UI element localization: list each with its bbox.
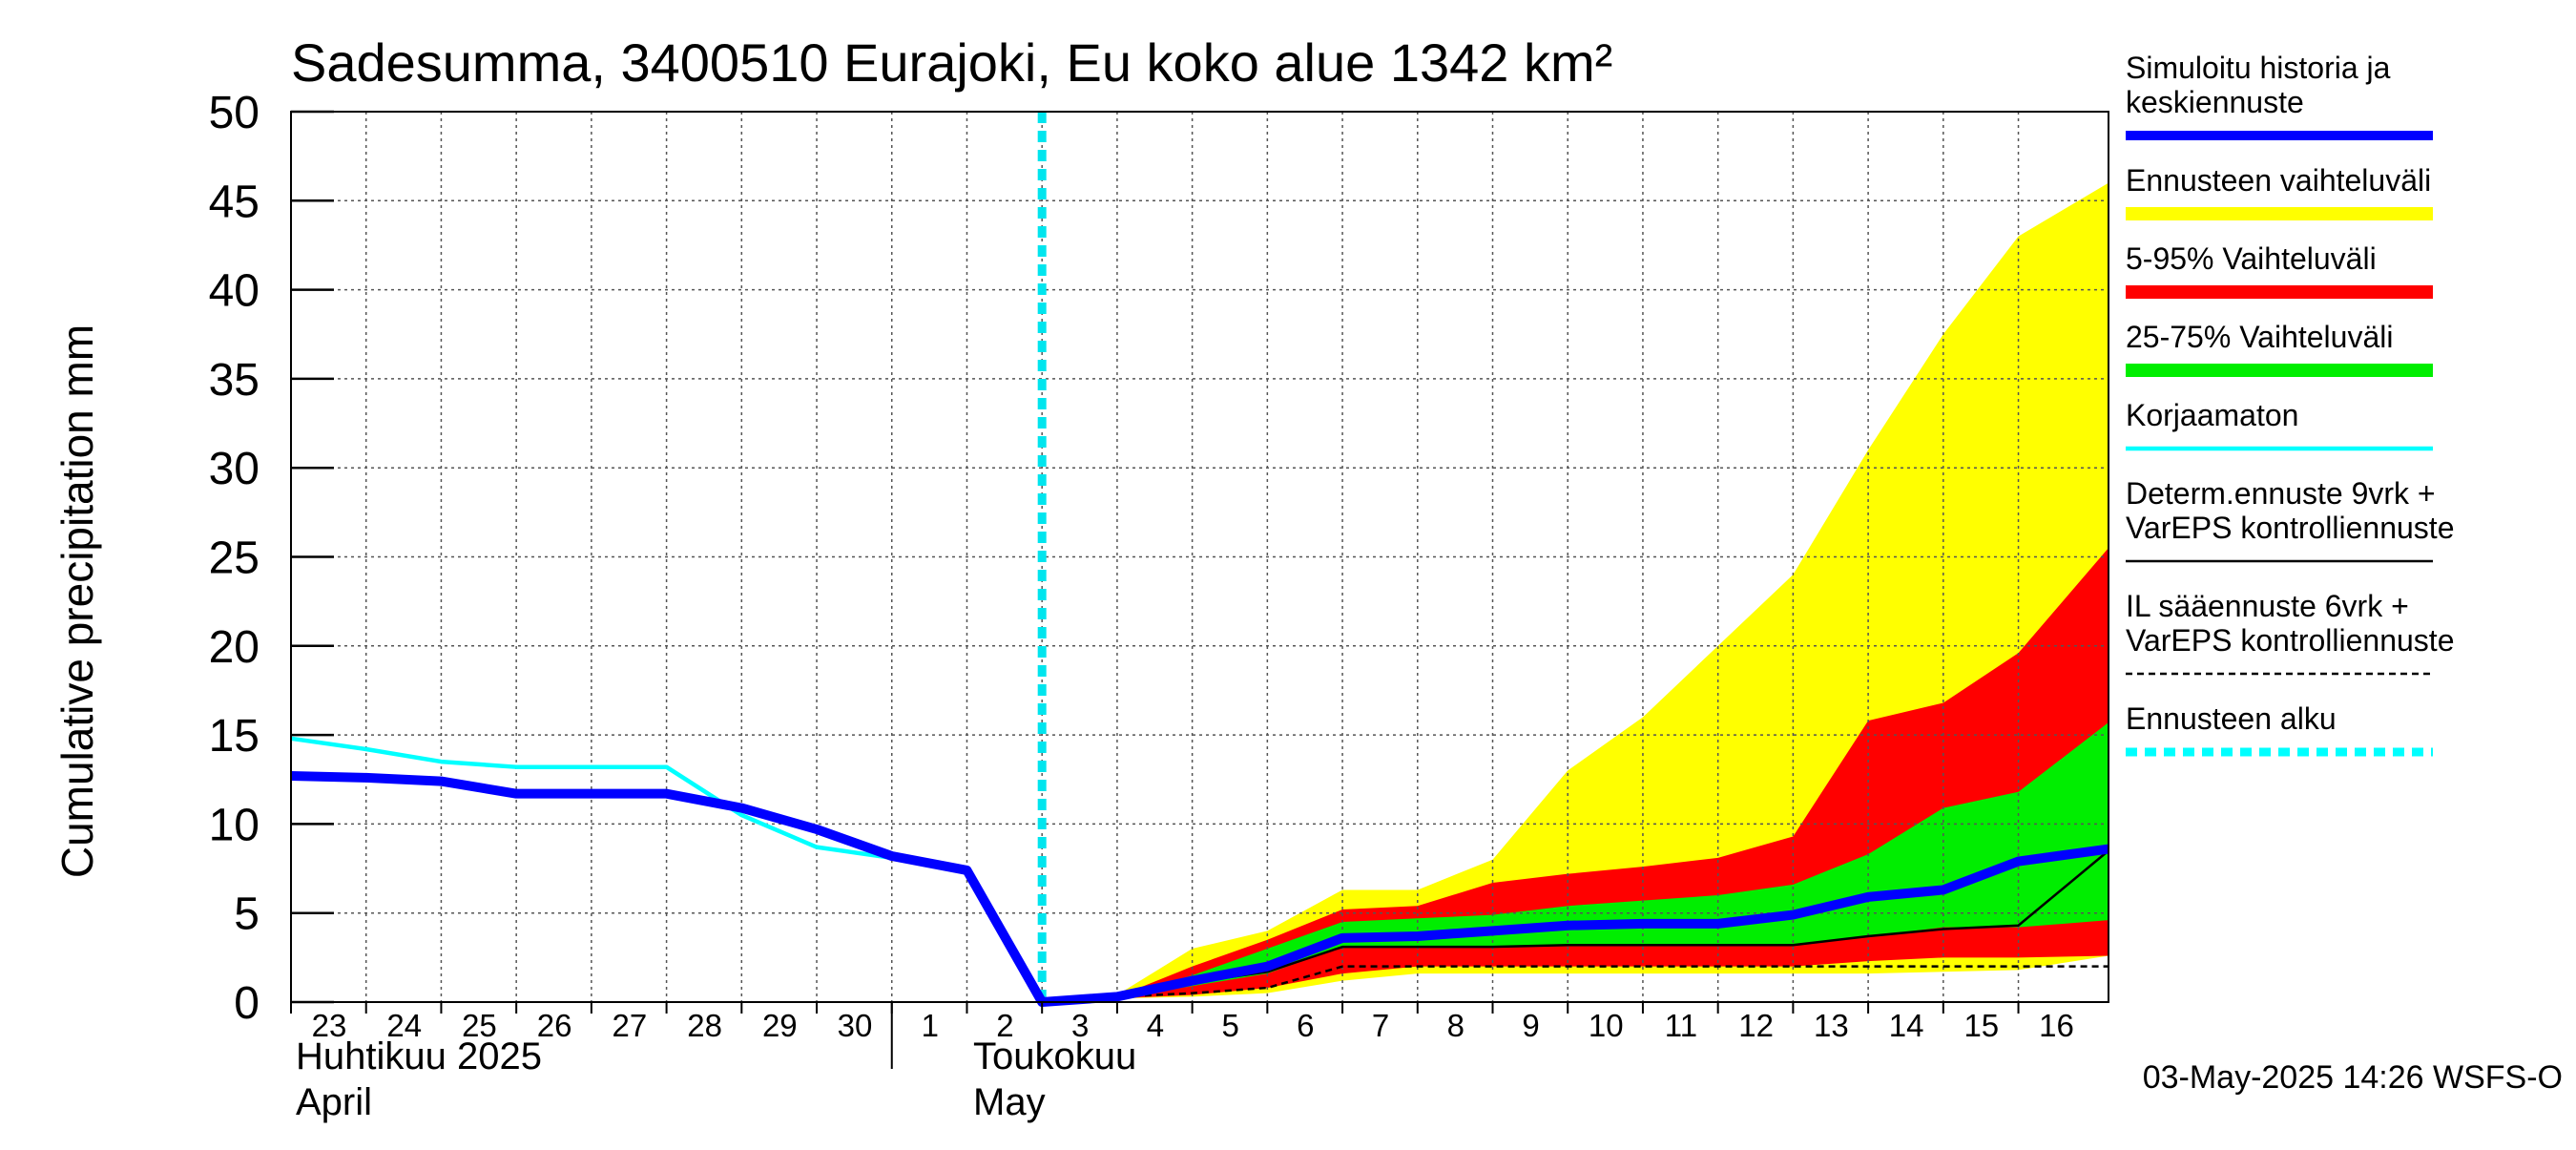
footer-timestamp: 03-May-2025 14:26 WSFS-O	[2143, 1059, 2563, 1096]
month-label-april-fi: Huhtikuu 2025	[296, 1035, 542, 1077]
legend-label-7-2: VarEPS kontrolliennuste	[2126, 623, 2454, 658]
y-tick-label-50: 50	[209, 88, 260, 138]
legend-label-6-2: VarEPS kontrolliennuste	[2126, 511, 2454, 545]
x-tick-label-12: 5	[1221, 1008, 1238, 1043]
x-tick-label-13: 6	[1297, 1008, 1314, 1043]
x-tick-label-3: 26	[537, 1008, 572, 1043]
legend-label-1-1: Simuloitu historia ja	[2126, 51, 2391, 85]
legend-label-6-1: Determ.ennuste 9vrk +	[2126, 476, 2436, 511]
x-tick-label-14: 7	[1372, 1008, 1389, 1043]
month-label-may-fi: Toukokuu	[973, 1035, 1136, 1077]
x-tick-label-16: 9	[1522, 1008, 1539, 1043]
plot-area	[290, 111, 2109, 1007]
legend-label-5-1: Korjaamaton	[2126, 398, 2298, 432]
x-tick-label-6: 29	[762, 1008, 798, 1043]
x-tick-label-20: 13	[1814, 1008, 1849, 1043]
x-tick-label-0: 23	[312, 1008, 347, 1043]
legend-label-1-2: keskiennuste	[2126, 85, 2304, 119]
month-label-april-en: April	[296, 1081, 372, 1123]
legend-label-7-1: IL sääennuste 6vrk +	[2126, 589, 2409, 623]
series-line-4	[290, 771, 2109, 1007]
band-3	[1042, 722, 2109, 1002]
x-tick-label-18: 11	[1665, 1008, 1697, 1043]
x-tick-label-21: 14	[1889, 1008, 1924, 1043]
x-tick-label-15: 8	[1447, 1008, 1465, 1043]
month-label-may-en: May	[973, 1081, 1046, 1123]
x-tick-label-22: 15	[1963, 1008, 1999, 1043]
y-tick-label-20: 20	[209, 622, 260, 673]
y-tick-label-10: 10	[209, 800, 260, 850]
x-tick-label-19: 12	[1738, 1008, 1774, 1043]
y-tick-label-5: 5	[234, 889, 260, 940]
series-line-2	[1042, 965, 2109, 1004]
y-axis-label: Cumulative precipitation mm	[52, 324, 102, 878]
x-tick-label-2: 25	[462, 1008, 497, 1043]
y-tick-label-30: 30	[209, 444, 260, 494]
y-tick-label-35: 35	[209, 355, 260, 406]
x-tick-label-23: 16	[2039, 1008, 2074, 1043]
x-tick-label-10: 3	[1071, 1008, 1089, 1043]
x-tick-label-11: 4	[1147, 1008, 1164, 1043]
x-tick-label-5: 28	[687, 1008, 722, 1043]
x-tick-label-7: 30	[838, 1008, 873, 1043]
legend-label-4-1: 25-75% Vaihteluväli	[2126, 320, 2393, 354]
y-tick-label-45: 45	[209, 177, 260, 227]
legend-label-3-1: 5-95% Vaihteluväli	[2126, 241, 2377, 276]
y-tick-label-25: 25	[209, 533, 260, 584]
x-tick-label-1: 24	[386, 1008, 422, 1043]
x-tick-label-9: 2	[996, 1008, 1013, 1043]
legend-label-2-1: Ennusteen vaihteluväli	[2126, 163, 2431, 198]
x-tick-label-4: 27	[613, 1008, 648, 1043]
y-tick-label-40: 40	[209, 266, 260, 317]
y-tick-label-0: 0	[234, 978, 260, 1029]
y-tick-label-15: 15	[209, 711, 260, 762]
x-tick-label-17: 10	[1589, 1008, 1624, 1043]
chart-title: Sadesumma, 3400510 Eurajoki, Eu koko alu…	[291, 32, 1612, 93]
x-tick-label-8: 1	[922, 1008, 939, 1043]
legend-label-8-1: Ennusteen alku	[2126, 701, 2337, 736]
